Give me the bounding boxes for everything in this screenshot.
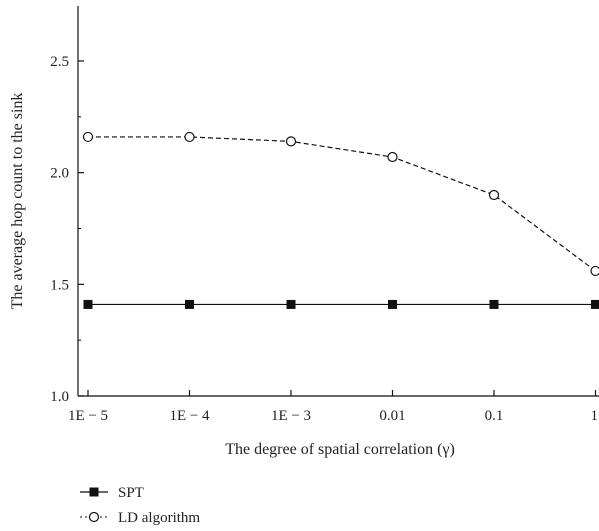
legend: SPT LD algorithm xyxy=(80,485,200,526)
legend-ld-marker xyxy=(88,511,100,523)
legend-item-ld: LD algorithm xyxy=(80,510,200,526)
data-point xyxy=(82,131,94,143)
series-layer xyxy=(82,131,599,309)
y-tick-label: 2.5 xyxy=(50,54,69,70)
legend-spt-label: SPT xyxy=(118,485,144,501)
data-point xyxy=(83,299,93,309)
data-point xyxy=(185,299,194,309)
data-point xyxy=(590,265,599,277)
series-line xyxy=(88,136,596,272)
data-point xyxy=(285,136,297,147)
legend-ld-label: LD algorithm xyxy=(118,510,200,526)
data-point xyxy=(591,299,599,309)
data-point xyxy=(488,189,500,201)
x-tick-label: 1E − 3 xyxy=(271,408,311,424)
series-spt xyxy=(83,299,599,309)
y-tick-label: 1.5 xyxy=(50,277,69,293)
x-axis-title: The degree of spatial correlation (γ) xyxy=(225,441,455,458)
y-ticks: 1.0 1.5 2.0 2.5 xyxy=(50,54,84,405)
x-tick-label: 1E − 4 xyxy=(169,408,210,424)
x-tick-label: 1E − 5 xyxy=(68,408,108,424)
data-point xyxy=(388,299,397,309)
x-ticks: 1E − 5 1E − 4 1E − 3 0.01 0.1 1 xyxy=(68,390,598,424)
legend-spt-marker xyxy=(89,487,99,497)
x-tick-label: 1 xyxy=(591,408,599,424)
data-point xyxy=(489,299,499,309)
y-tick-label: 1.0 xyxy=(50,389,69,405)
data-point xyxy=(286,299,296,309)
data-point xyxy=(387,151,398,163)
x-tick-label: 0.01 xyxy=(379,408,405,424)
legend-item-spt: SPT xyxy=(80,485,144,501)
y-axis-title: The average hop count to the sink xyxy=(9,93,26,310)
series-ld-algorithm xyxy=(82,131,599,277)
axes xyxy=(77,6,599,397)
y-tick-label: 2.0 xyxy=(50,166,69,182)
data-point xyxy=(184,131,195,143)
x-tick-label: 0.1 xyxy=(485,408,504,424)
